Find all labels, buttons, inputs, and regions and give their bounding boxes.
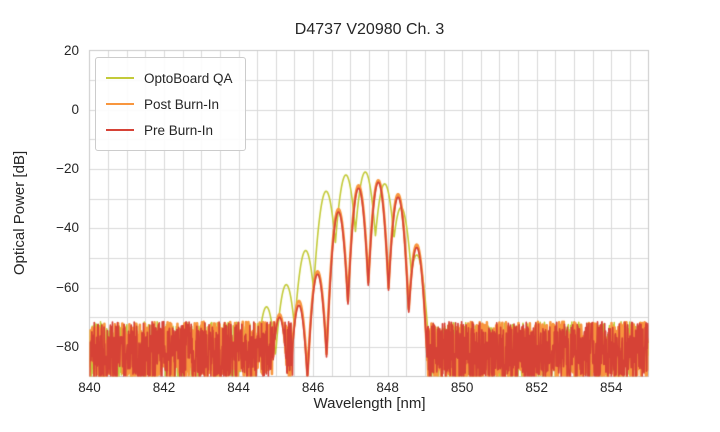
x-tick-label: 844 [227, 380, 250, 395]
legend: OptoBoard QA Post Burn-In Pre Burn-In [95, 57, 246, 151]
legend-label: Pre Burn-In [144, 122, 214, 138]
x-axis-label: Wavelength [nm] [313, 395, 426, 412]
x-tick-label: 854 [599, 380, 623, 395]
y-tick-label: 0 [71, 101, 79, 117]
legend-item-post-burn-in: Post Burn-In [106, 91, 233, 117]
chart-title: D4737 V20980 Ch. 3 [294, 21, 445, 38]
y-tick-label: −20 [56, 161, 79, 177]
y-tick-label: −80 [56, 338, 79, 354]
legend-line-swatch-pre-burn-in [106, 129, 134, 131]
legend-line-swatch-post-burn-in [106, 103, 134, 105]
x-tick-label: 842 [152, 380, 176, 395]
y-tick-label: −40 [56, 220, 79, 236]
y-tick-label: 20 [63, 42, 79, 58]
x-tick-label: 852 [525, 380, 548, 395]
y-tick-label: −60 [56, 279, 79, 295]
x-tick-label: 850 [450, 380, 474, 395]
x-tick-label: 848 [376, 380, 399, 395]
x-tick-label: 840 [78, 380, 101, 395]
x-tick-label: 846 [301, 380, 325, 395]
legend-line-swatch-optoboard-qa [106, 77, 134, 79]
legend-item-optoboard-qa: OptoBoard QA [106, 65, 233, 91]
legend-label: Post Burn-In [144, 96, 220, 112]
legend-item-pre-burn-in: Pre Burn-In [106, 117, 233, 143]
legend-label: OptoBoard QA [144, 70, 233, 86]
